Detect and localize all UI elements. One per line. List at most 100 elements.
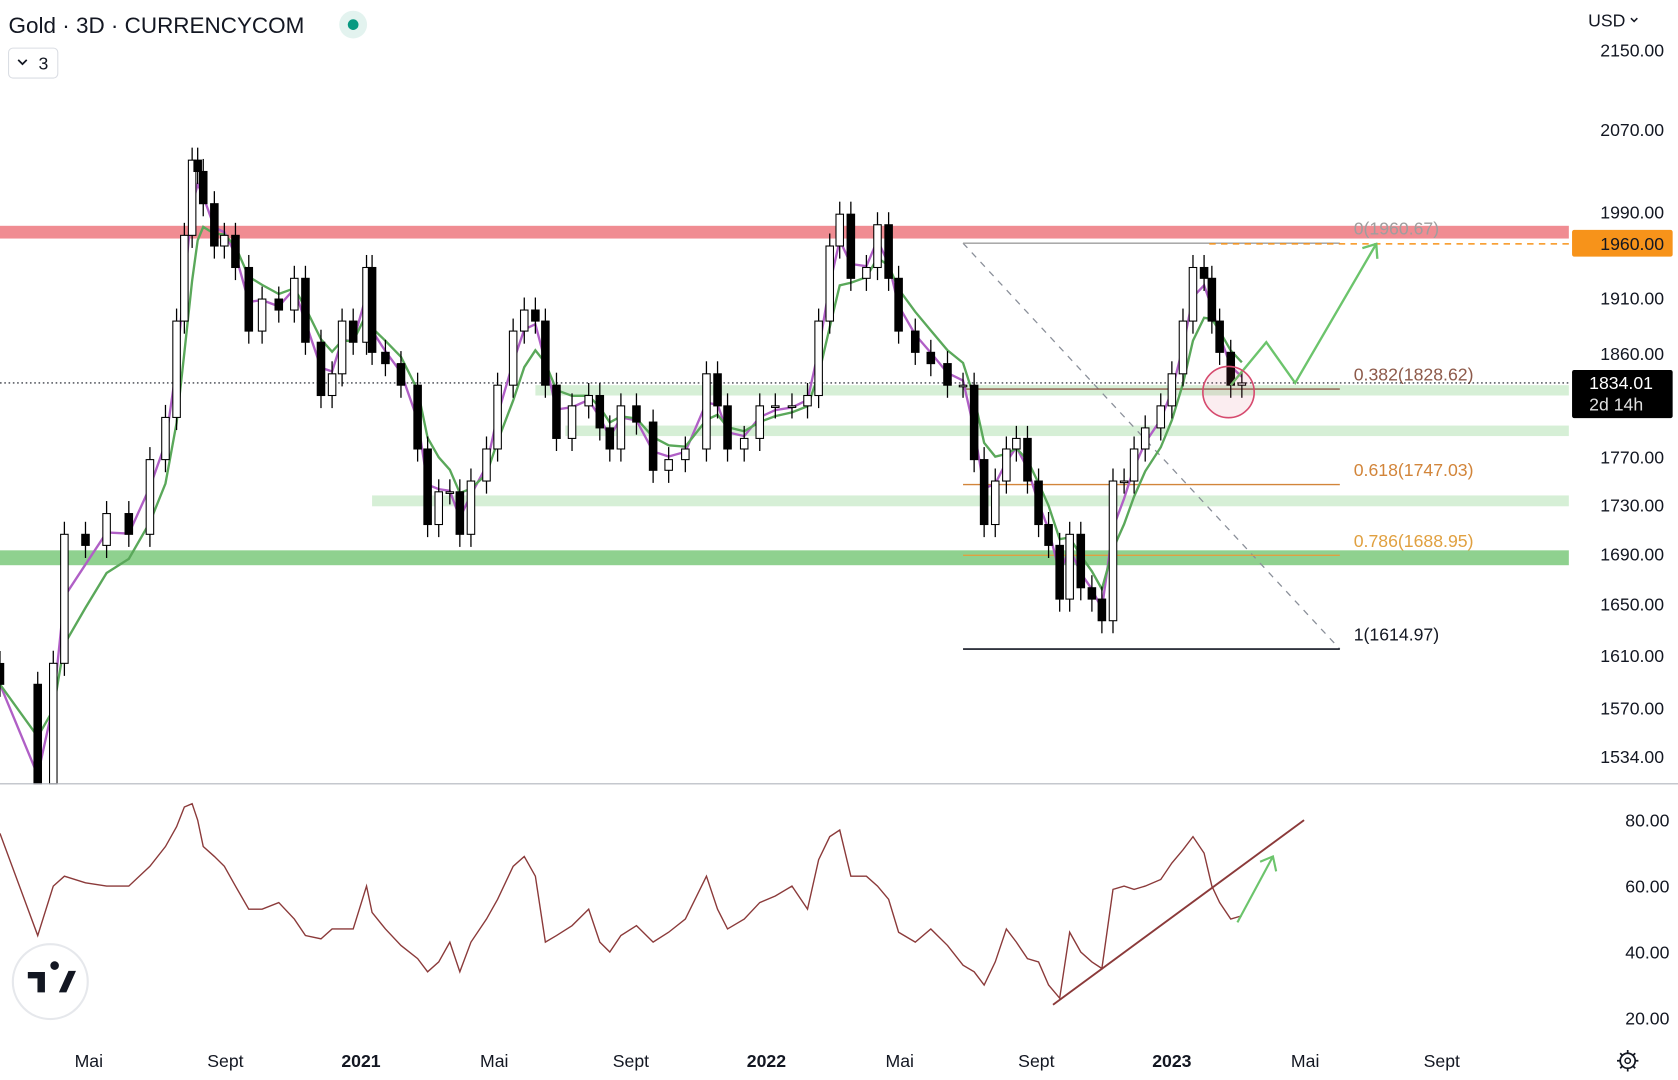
time-tick-label: Mai	[1291, 1051, 1319, 1071]
candle-body	[445, 491, 455, 494]
candle	[124, 501, 134, 547]
candle	[48, 650, 58, 785]
candle	[723, 393, 732, 462]
candle-body	[584, 394, 593, 407]
candle	[81, 521, 90, 558]
candle	[102, 501, 111, 558]
candle	[231, 222, 240, 281]
gear-icon	[1619, 1052, 1637, 1070]
time-tick-label: 2022	[747, 1051, 786, 1071]
candle-body	[290, 277, 299, 311]
candle	[316, 329, 326, 409]
highlight-circle[interactable]	[1202, 365, 1256, 419]
candle-body	[33, 683, 43, 785]
candle	[493, 372, 502, 462]
rsi-trendline[interactable]	[1052, 819, 1305, 1006]
candle-body	[1119, 480, 1129, 484]
projection-arrow[interactable]	[1229, 243, 1378, 386]
candle-body	[434, 491, 444, 526]
candle-body	[348, 320, 358, 343]
candle-body	[124, 513, 134, 535]
tradingview-logo[interactable]	[11, 943, 89, 1021]
currency-label: USD	[1588, 11, 1625, 31]
indicator-count: 3	[39, 54, 49, 74]
price-axis[interactable]: 2150.00 2070.00 1990.00 1910.00 1860.00 1770.…	[1600, 41, 1664, 767]
candle-body	[1012, 437, 1021, 450]
candle-body	[198, 170, 208, 205]
candle-body	[1076, 533, 1086, 589]
candle-body	[713, 373, 722, 407]
candle	[1023, 425, 1032, 494]
candle	[873, 212, 882, 281]
fibonacci-retracement[interactable]: 0(1960.67) 0.382(1828.62) 0.618(1747.03) 0.…	[962, 219, 1474, 650]
candle	[814, 308, 823, 409]
annotations[interactable]	[1202, 242, 1379, 419]
candle-body	[466, 480, 476, 535]
candle	[884, 212, 893, 291]
candle-body	[616, 405, 626, 450]
candle	[161, 404, 170, 473]
price-tick-label: 1610.00	[1600, 646, 1664, 666]
candle	[755, 393, 765, 452]
zone-4	[0, 550, 1569, 566]
candle-body	[681, 448, 690, 461]
candle	[664, 447, 673, 483]
candle	[943, 351, 952, 398]
candle	[1034, 468, 1043, 538]
candle-body	[873, 224, 882, 269]
zone-1	[535, 385, 1569, 396]
candle-body	[787, 405, 797, 409]
candle	[434, 479, 444, 538]
candle-body	[1023, 437, 1032, 482]
candle-body	[274, 298, 284, 311]
indicator-toggle-button[interactable]: 3	[8, 47, 59, 79]
currency-selector[interactable]: USD	[1588, 11, 1638, 31]
rsi-pane	[0, 802, 1305, 1006]
candle	[990, 468, 1000, 538]
price-tick-label: 1860.00	[1600, 344, 1664, 364]
rsi-line	[0, 802, 1243, 1000]
candle-body	[979, 459, 989, 526]
chart-title: Gold · 3D · CURRENCYCOM	[9, 13, 305, 38]
candle	[423, 436, 432, 538]
candle-body	[493, 384, 502, 450]
candle	[180, 222, 189, 334]
candle-body	[835, 213, 845, 247]
candle	[1199, 254, 1209, 291]
candle	[1237, 370, 1247, 398]
candle-body	[193, 159, 202, 173]
candle-body	[552, 384, 561, 439]
candle-body	[990, 480, 1000, 526]
candle-body	[508, 330, 518, 386]
candle	[1076, 521, 1086, 601]
candle	[1012, 425, 1021, 462]
rsi-projection-arrow[interactable]	[1236, 855, 1274, 923]
candle	[846, 201, 856, 291]
candle-body	[1215, 320, 1224, 353]
candle	[926, 339, 936, 377]
candle-body	[81, 533, 90, 546]
candle	[1055, 532, 1064, 612]
candle	[244, 254, 254, 344]
time-axis[interactable]: Mai Sept 2021 Mai Sept 2022 Mai Sept 2023 Mai Sept	[75, 1051, 1460, 1071]
rsi-axis[interactable]: 80.00 60.00 40.00 20.00	[1625, 811, 1669, 1029]
fib-level-label: 0.618(1747.03)	[1354, 460, 1474, 480]
candle	[1065, 521, 1074, 612]
candle-body	[926, 351, 936, 365]
candle-body	[846, 213, 856, 279]
candle	[348, 308, 358, 355]
alert-price-label: 1960.00	[1572, 229, 1673, 257]
candle	[681, 436, 690, 473]
settings-button[interactable]	[1617, 1050, 1639, 1072]
candle-body	[894, 277, 903, 332]
candle	[367, 254, 377, 365]
candle	[567, 393, 577, 452]
support-resistance-zones	[0, 225, 1569, 566]
candle-body	[1002, 448, 1011, 482]
price-tick-label: 1730.00	[1600, 496, 1664, 516]
candle-body	[381, 351, 390, 365]
candle	[862, 254, 871, 291]
candle-body	[413, 384, 422, 450]
candle-body	[1237, 382, 1247, 386]
